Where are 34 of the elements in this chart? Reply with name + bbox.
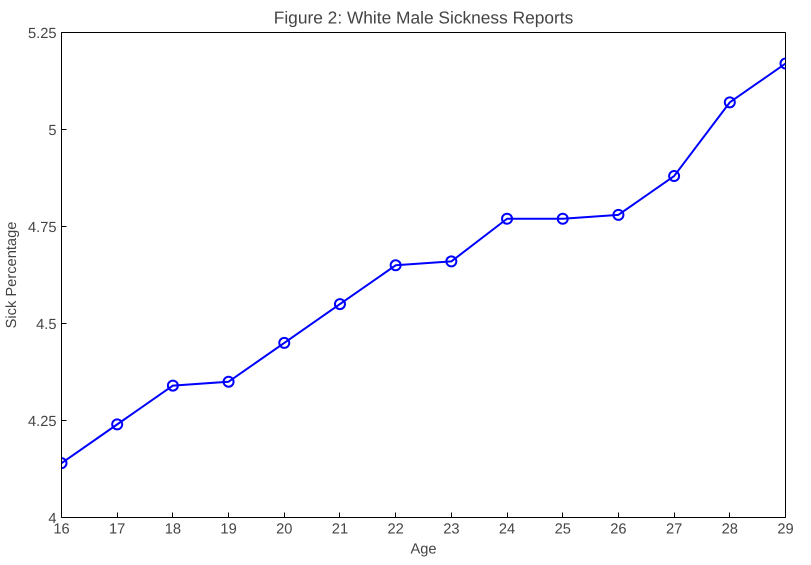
point <box>390 259 402 272</box>
x-tick-label: 21 <box>332 522 348 538</box>
point <box>501 212 514 225</box>
x-tick-label: 26 <box>610 522 627 538</box>
chart-title: Figure 2: White Male Sickness Reports <box>274 8 574 28</box>
x-tick-label: 19 <box>220 522 237 538</box>
x-tick-label: 29 <box>777 522 794 538</box>
x-tick-label: 16 <box>53 522 70 538</box>
x-tick-label: 18 <box>164 522 182 538</box>
x-tick-label: 20 <box>276 522 292 538</box>
x-tick-label: 17 <box>109 522 126 538</box>
point <box>556 212 569 225</box>
point <box>278 336 290 349</box>
y-tick-label: 4.25 <box>28 414 57 430</box>
point <box>222 376 235 388</box>
point <box>668 170 680 182</box>
point <box>612 208 624 221</box>
y-tick-label: 4.75 <box>28 220 57 236</box>
point <box>166 380 179 392</box>
y-tick-label: 5.25 <box>28 26 57 42</box>
x-tick-label: 24 <box>498 522 516 538</box>
y-axis-title: Sick Percentage <box>4 222 20 328</box>
x-tick-label: 22 <box>388 522 404 538</box>
point <box>334 298 346 310</box>
x-axis-title: Age <box>410 542 437 558</box>
y-tick-label: 5 <box>48 123 57 139</box>
x-tick-label: 25 <box>554 522 571 538</box>
point <box>724 96 736 108</box>
y-tick-label: 4.5 <box>36 317 56 333</box>
x-tick-label: 27 <box>666 522 682 538</box>
x-tick-label: 28 <box>722 522 738 538</box>
x-tick-label: 23 <box>443 522 460 538</box>
point <box>445 255 458 268</box>
point <box>111 418 124 430</box>
